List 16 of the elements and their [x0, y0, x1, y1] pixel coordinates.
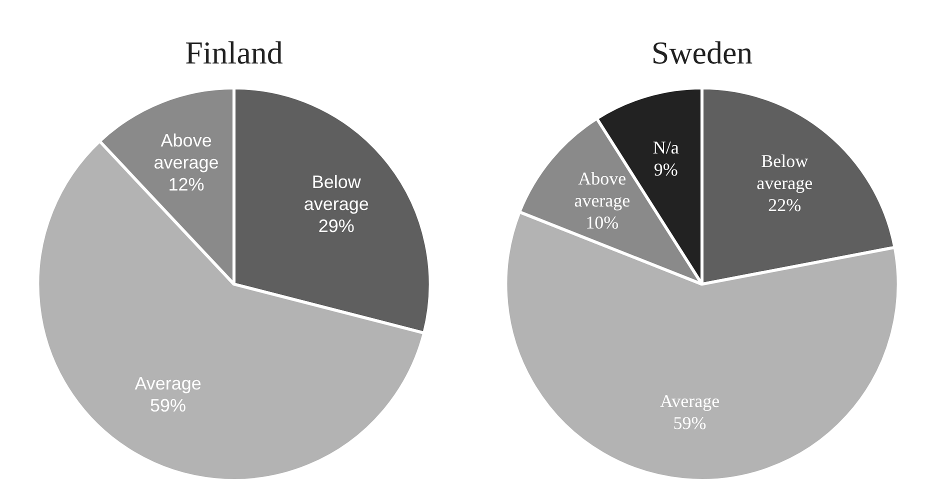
data-label: 59% — [150, 396, 186, 416]
data-label: 12% — [168, 174, 204, 195]
slice-label: Above average — [574, 168, 630, 210]
slice-label: Below average — [304, 172, 369, 214]
chart-title: Finland — [185, 34, 283, 71]
slice-label: Average — [660, 390, 720, 411]
slice-label: Average — [134, 374, 202, 394]
data-label: 29% — [318, 216, 354, 236]
data-label: 59% — [673, 412, 706, 433]
slice-label: N/a — [652, 138, 679, 158]
slice-label: Above average — [154, 130, 219, 173]
data-label: 22% — [768, 195, 802, 216]
data-label: 9% — [654, 160, 678, 180]
data-label: 10% — [586, 212, 619, 232]
slice-label: Below average — [756, 151, 813, 194]
chart-title: Sweden — [651, 34, 753, 71]
